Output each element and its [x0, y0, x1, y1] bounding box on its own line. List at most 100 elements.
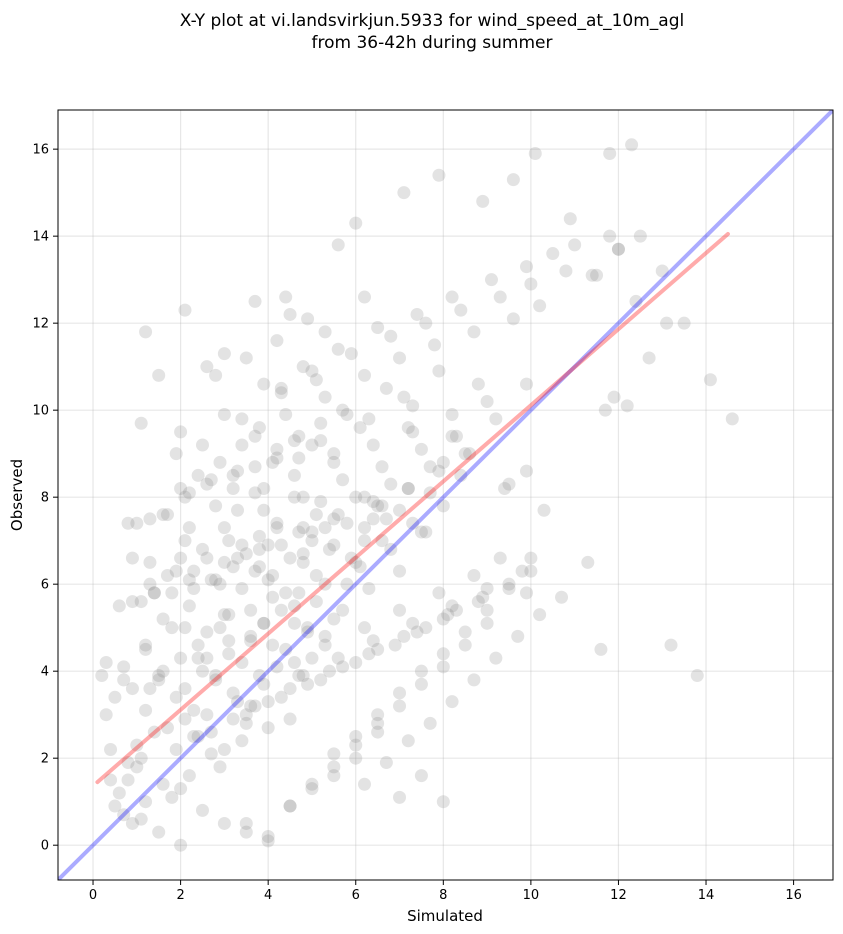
- data-point: [213, 455, 227, 469]
- data-point: [195, 803, 209, 817]
- data-point: [270, 334, 284, 348]
- data-point: [489, 651, 503, 665]
- data-point: [471, 595, 485, 609]
- data-point: [99, 708, 113, 722]
- data-point: [401, 734, 415, 748]
- data-point: [231, 551, 245, 565]
- data-point: [506, 312, 520, 326]
- data-point: [471, 377, 485, 391]
- y-tick-label: 10: [32, 404, 49, 419]
- data-point: [213, 760, 227, 774]
- data-point: [143, 577, 157, 591]
- data-point: [331, 508, 345, 522]
- data-point: [279, 586, 293, 600]
- data-point: [252, 529, 266, 543]
- data-point: [244, 629, 258, 643]
- data-point: [182, 599, 196, 613]
- data-point: [134, 595, 148, 609]
- x-tick-label: 14: [698, 888, 715, 903]
- data-point: [283, 551, 297, 565]
- data-point: [725, 412, 739, 426]
- x-tick-label: 2: [176, 888, 184, 903]
- data-point: [401, 481, 415, 495]
- data-point: [200, 625, 214, 639]
- data-point: [274, 603, 288, 617]
- data-point: [296, 521, 310, 535]
- data-point: [611, 242, 625, 256]
- data-point: [432, 364, 446, 378]
- data-point: [314, 495, 328, 509]
- data-point: [178, 621, 192, 635]
- data-point: [520, 586, 534, 600]
- data-point: [257, 616, 271, 630]
- data-point: [130, 760, 144, 774]
- chart-title-line1: X-Y plot at vi.landsvirkjun.5933 for win…: [180, 11, 684, 31]
- data-point: [266, 638, 280, 652]
- data-point: [611, 242, 625, 256]
- lines-layer: [58, 110, 833, 880]
- data-point: [195, 438, 209, 452]
- data-point: [139, 703, 153, 717]
- data-point: [502, 577, 516, 591]
- data-point: [349, 738, 363, 752]
- data-point: [134, 812, 148, 826]
- data-point: [248, 429, 262, 443]
- data-point: [436, 455, 450, 469]
- data-point: [292, 525, 306, 539]
- data-point: [147, 586, 161, 600]
- data-point: [357, 490, 371, 504]
- data-point: [270, 521, 284, 535]
- data-point: [371, 321, 385, 335]
- data-point: [449, 603, 463, 617]
- data-point: [239, 716, 253, 730]
- data-point: [603, 147, 617, 161]
- data-point: [384, 542, 398, 556]
- data-point: [222, 634, 236, 648]
- data-point: [331, 342, 345, 356]
- data-point: [222, 608, 236, 622]
- data-point: [318, 325, 332, 339]
- data-point: [147, 725, 161, 739]
- data-point: [160, 721, 174, 735]
- data-point: [305, 651, 319, 665]
- data-point: [362, 412, 376, 426]
- data-point: [598, 403, 612, 417]
- data-point: [410, 625, 424, 639]
- data-point: [406, 425, 420, 439]
- data-point: [388, 638, 402, 652]
- data-point: [353, 421, 367, 435]
- data-point: [287, 599, 301, 613]
- points-layer: [95, 138, 739, 852]
- data-point: [379, 381, 393, 395]
- data-point: [274, 381, 288, 395]
- data-point: [520, 260, 534, 274]
- data-point: [296, 360, 310, 374]
- data-point: [95, 669, 109, 683]
- data-point: [445, 599, 459, 613]
- data-point: [287, 490, 301, 504]
- data-point: [217, 608, 231, 622]
- data-point: [336, 603, 350, 617]
- data-point: [371, 642, 385, 656]
- data-point: [226, 560, 240, 574]
- data-point: [379, 512, 393, 526]
- data-point: [357, 368, 371, 382]
- data-point: [314, 673, 328, 687]
- data-point: [585, 268, 599, 282]
- data-point: [296, 547, 310, 561]
- data-point: [318, 638, 332, 652]
- data-point: [454, 468, 468, 482]
- data-point: [511, 629, 525, 643]
- data-point: [187, 564, 201, 578]
- data-point: [104, 773, 118, 787]
- data-point: [143, 682, 157, 696]
- data-point: [655, 264, 669, 278]
- data-point: [296, 490, 310, 504]
- data-point: [270, 451, 284, 465]
- data-point: [467, 568, 481, 582]
- data-point: [327, 760, 341, 774]
- data-point: [239, 816, 253, 830]
- data-point: [340, 577, 354, 591]
- data-point: [117, 808, 131, 822]
